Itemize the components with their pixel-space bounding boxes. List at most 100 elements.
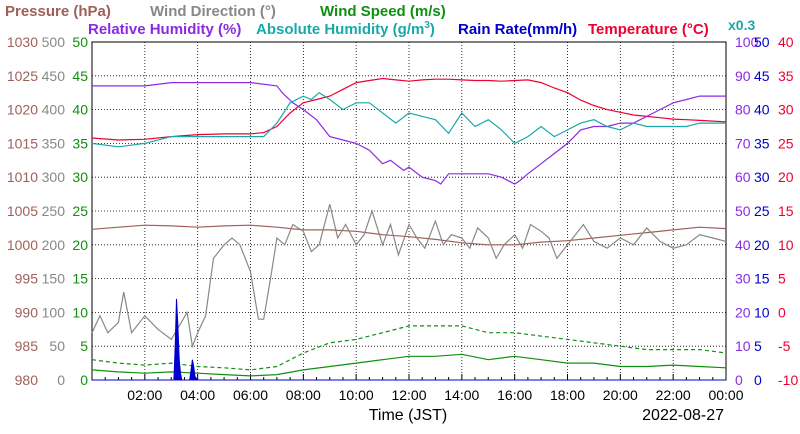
- y-tick-label: 985: [15, 338, 39, 354]
- y-tick-label: 0: [778, 304, 786, 320]
- series-line: [91, 77, 727, 141]
- y-tick-label: 45: [72, 68, 88, 84]
- y-tick-label: 30: [754, 169, 770, 185]
- legend-label: Wind Direction (°): [150, 3, 276, 20]
- legend-label: Rain Rate(mm/h): [458, 21, 577, 38]
- y-tick-label: 10: [778, 237, 794, 253]
- legend-label: Absolute Humidity (g/m3): [256, 20, 435, 38]
- y-tick-label: 40: [735, 237, 751, 253]
- x-tick-label: 00:00: [708, 387, 743, 403]
- y-tick-label: 0: [754, 372, 762, 388]
- y-tick-label: 15: [754, 271, 770, 287]
- x-tick-label: 10:00: [339, 387, 374, 403]
- y-tick-label: 300: [42, 169, 66, 185]
- series-line: [91, 224, 727, 246]
- y-tick-label: 1020: [7, 102, 38, 118]
- y-tick-label: 350: [42, 135, 66, 151]
- y-tick-label: 50: [735, 203, 751, 219]
- y-tick-label: 20: [778, 169, 794, 185]
- y-tick-label: 5: [80, 338, 88, 354]
- legend-label: Temperature (°C): [588, 21, 709, 38]
- y-tick-label: 15: [778, 203, 794, 219]
- y-tick-label: 1025: [7, 68, 38, 84]
- y-tick-label: 50: [754, 34, 770, 50]
- y-tick-label: 10: [754, 304, 770, 320]
- y-tick-label: 10: [72, 304, 88, 320]
- y-tick-label: 60: [735, 169, 751, 185]
- y-tick-label: 25: [754, 203, 770, 219]
- y-tick-label: 40: [72, 102, 88, 118]
- x-tick-label: 06:00: [233, 387, 268, 403]
- y-tick-label: 5: [754, 338, 762, 354]
- y-tick-label: 990: [15, 304, 39, 320]
- legend-label: Pressure (hPa): [5, 3, 111, 20]
- chart-header: Pressure (hPa) Wind Direction (°) Wind Spe…: [5, 3, 709, 38]
- series-line: [91, 353, 727, 377]
- legend-label: Relative Humidity (%): [88, 21, 241, 38]
- y-tick-label: 10: [735, 338, 751, 354]
- x-tick-label: 08:00: [286, 387, 321, 403]
- y-tick-label: 450: [42, 68, 66, 84]
- series-line: [91, 91, 726, 148]
- series-line: [91, 204, 727, 349]
- y-tick-label: 1010: [7, 169, 38, 185]
- y-tick-label: 25: [72, 203, 88, 219]
- x-tick-label: 02:00: [127, 387, 162, 403]
- grid: [91, 42, 727, 380]
- y-tick-label: 20: [735, 304, 751, 320]
- y-tick-label: 20: [72, 237, 88, 253]
- series-line: [92, 81, 726, 185]
- x-tick-label: 20:00: [603, 387, 638, 403]
- y-tick-label: 100: [735, 34, 759, 50]
- y-tick-label: 50: [49, 338, 65, 354]
- x-tick-label: 22:00: [656, 387, 691, 403]
- y-tick-label: 150: [42, 271, 66, 287]
- y-tick-label: 5: [778, 271, 786, 287]
- y-tick-label: 0: [57, 372, 65, 388]
- x-tick-label: 14:00: [444, 387, 479, 403]
- x-tick-label: 18:00: [550, 387, 585, 403]
- abs-humidity-scale-label: x0.3: [728, 17, 755, 33]
- legend-label: Wind Speed (m/s): [320, 3, 446, 20]
- y-tick-label: 35: [754, 135, 770, 151]
- series-line: [91, 325, 727, 371]
- y-tick-label: -10: [778, 372, 798, 388]
- y-tick-label: 0: [80, 372, 88, 388]
- series-rain-rate: [92, 298, 726, 381]
- y-tick-label: 30: [72, 169, 88, 185]
- y-tick-label: 40: [778, 34, 794, 50]
- y-tick-label: 1030: [7, 34, 38, 50]
- y-tick-label: 1015: [7, 135, 38, 151]
- y-tick-label: 15: [72, 271, 88, 287]
- y-tick-label: 30: [735, 271, 751, 287]
- x-axis-title: Time (JST): [369, 407, 448, 424]
- y-tick-label: 1000: [7, 237, 38, 253]
- y-tick-label: 50: [72, 34, 88, 50]
- y-tick-label: 20: [754, 237, 770, 253]
- y-tick-label: 980: [15, 372, 39, 388]
- y-tick-label: 995: [15, 271, 39, 287]
- y-tick-label: 40: [754, 102, 770, 118]
- y-tick-label: 250: [42, 203, 66, 219]
- y-tick-label: 45: [754, 68, 770, 84]
- series-layer: [91, 77, 727, 381]
- date-label: 2022-08-27: [642, 407, 724, 424]
- x-tick-label: 04:00: [180, 387, 215, 403]
- axis-layer: 1030102510201015101010051000995990985980…: [7, 34, 799, 403]
- x-tick-label: 16:00: [497, 387, 532, 403]
- x-tick-label: 12:00: [391, 387, 426, 403]
- y-tick-label: 30: [778, 102, 794, 118]
- y-tick-label: 1005: [7, 203, 38, 219]
- y-tick-label: 100: [42, 304, 66, 320]
- y-tick-label: 70: [735, 135, 751, 151]
- y-tick-label: 200: [42, 237, 66, 253]
- y-tick-label: 80: [735, 102, 751, 118]
- y-tick-label: 0: [735, 372, 743, 388]
- y-tick-label: 500: [42, 34, 66, 50]
- y-tick-label: 35: [778, 68, 794, 84]
- y-tick-label: 400: [42, 102, 66, 118]
- y-tick-label: -5: [778, 338, 791, 354]
- y-tick-label: 35: [72, 135, 88, 151]
- y-tick-label: 25: [778, 135, 794, 151]
